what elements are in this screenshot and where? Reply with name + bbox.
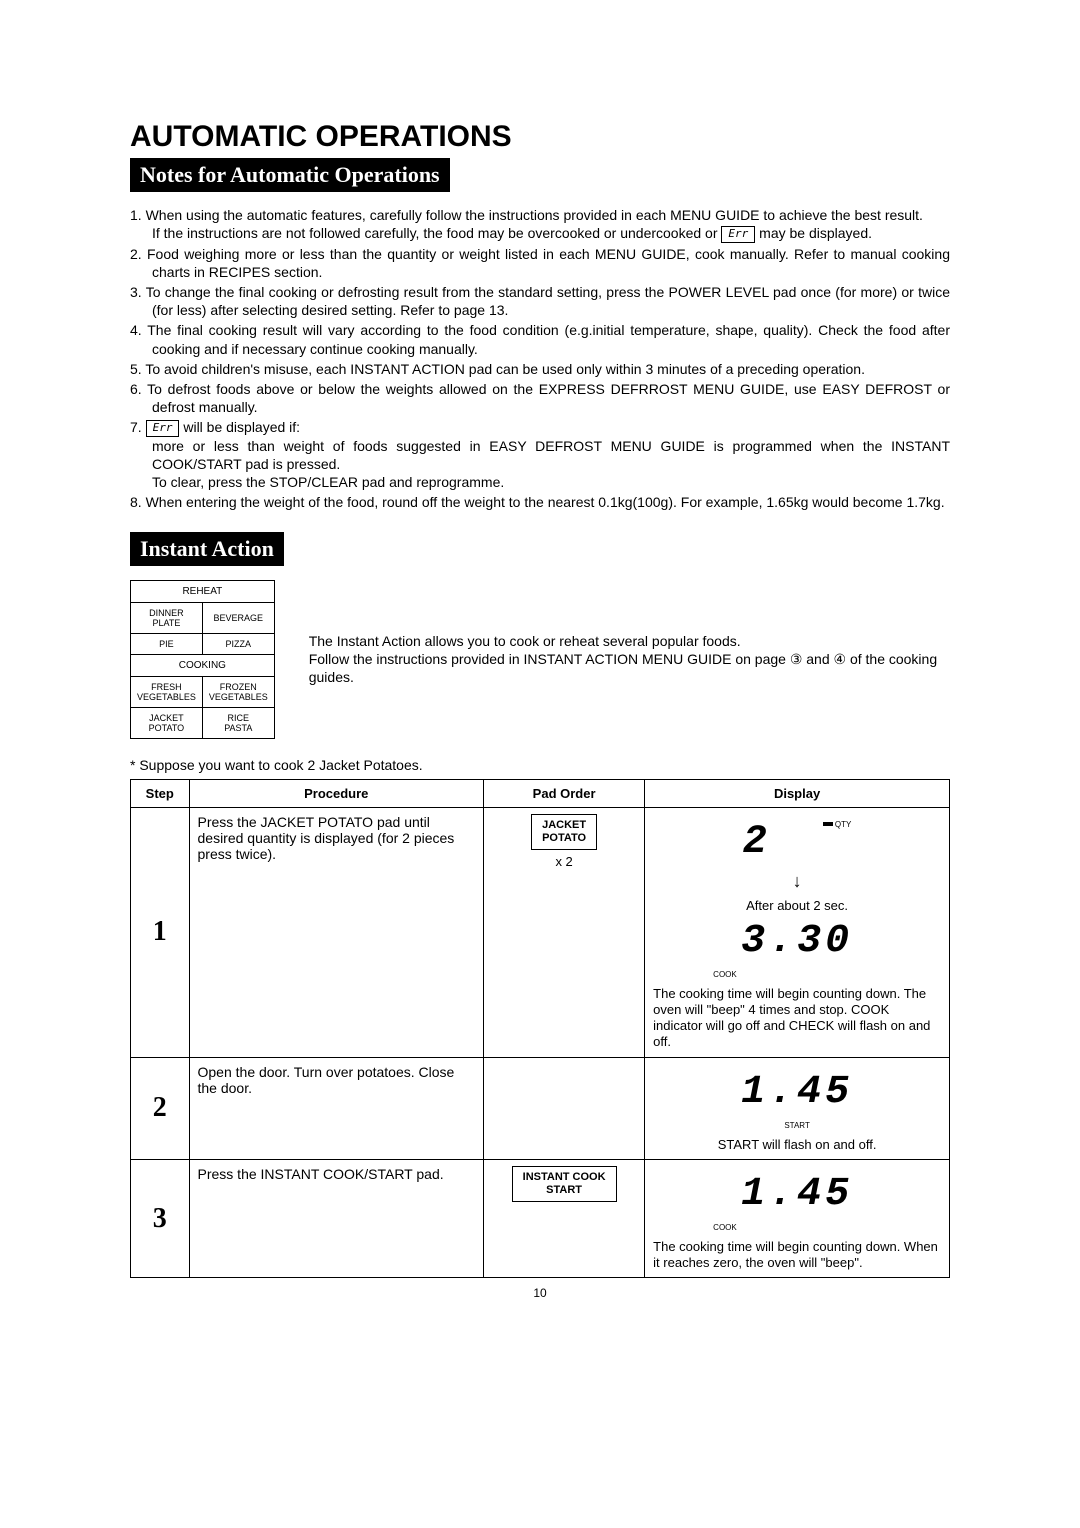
display-value-145b: 1.45 <box>741 1172 853 1217</box>
page-number: 10 <box>130 1286 950 1300</box>
note-7: 7. Err will be displayed if: more or les… <box>130 418 950 491</box>
arrow-down-icon: ↓ <box>653 871 941 892</box>
note-7-post: will be displayed if: <box>179 419 300 435</box>
th-step: Step <box>131 779 190 807</box>
step-1-proc: Press the JACKET POTATO pad until desire… <box>189 807 484 1057</box>
step-1-num: 1 <box>131 807 190 1057</box>
instant-description: The Instant Action allows you to cook or… <box>309 632 950 687</box>
step-2-num: 2 <box>131 1057 190 1159</box>
jacket-potato-pad[interactable]: JACKET POTATO <box>531 814 597 850</box>
note-8: 8. When entering the weight of the food,… <box>130 493 950 511</box>
note-1: 1. When using the automatic features, ca… <box>130 206 950 243</box>
panel-beverage[interactable]: BEVERAGE <box>202 602 274 633</box>
panel-cooking: COOKING <box>131 654 275 676</box>
step-3-proc: Press the INSTANT COOK/START pad. <box>189 1159 484 1278</box>
th-procedure: Procedure <box>189 779 484 807</box>
th-display: Display <box>645 779 950 807</box>
panel-fresh-veg[interactable]: FRESH VEGETABLES <box>131 676 203 707</box>
cook-indicator-2: COOK <box>713 1223 737 1232</box>
note-7-pre: 7. <box>130 419 146 435</box>
note-5: 5. To avoid children's misuse, each INST… <box>130 360 950 378</box>
step-3-num: 3 <box>131 1159 190 1278</box>
instant-text-2: Follow the instructions provided in INST… <box>309 650 950 686</box>
section-instant-header: Instant Action <box>130 532 284 566</box>
step-3-desc: The cooking time will begin counting dow… <box>653 1239 941 1272</box>
step-1-desc: The cooking time will begin counting dow… <box>653 986 941 1051</box>
procedure-table: Step Procedure Pad Order Display 1 Press… <box>130 779 950 1279</box>
note-1-text: 1. When using the automatic features, ca… <box>130 207 923 223</box>
instant-text-1: The Instant Action allows you to cook or… <box>309 632 950 650</box>
instant-cook-start-pad[interactable]: INSTANT COOK START <box>512 1166 617 1202</box>
note-3: 3. To change the final cooking or defros… <box>130 283 950 319</box>
instant-action-panel: REHEAT DINNER PLATE BEVERAGE PIE PIZZA C… <box>130 580 275 739</box>
table-row: 3 Press the INSTANT COOK/START pad. INST… <box>131 1159 950 1278</box>
panel-pizza[interactable]: PIZZA <box>202 633 274 654</box>
panel-jacket-potato[interactable]: JACKET POTATO <box>131 707 203 738</box>
page-title: AUTOMATIC OPERATIONS <box>130 120 950 154</box>
panel-frozen-veg[interactable]: FROZEN VEGETABLES <box>202 676 274 707</box>
step-1-pad: JACKET POTATO x 2 <box>484 807 645 1057</box>
start-indicator: START <box>784 1121 809 1130</box>
note-2: 2. Food weighing more or less than the q… <box>130 245 950 281</box>
step-2-display: 1.45 START START will flash on and off. <box>645 1057 950 1159</box>
section-notes-header: Notes for Automatic Operations <box>130 158 450 192</box>
panel-pie[interactable]: PIE <box>131 633 203 654</box>
step-3-pad: INSTANT COOK START <box>484 1159 645 1278</box>
after-2-sec: After about 2 sec. <box>653 898 941 913</box>
cook-indicator: COOK <box>713 970 737 979</box>
pad-qty: x 2 <box>492 854 636 869</box>
table-row: 2 Open the door. Turn over potatoes. Clo… <box>131 1057 950 1159</box>
display-value-2: 2 <box>743 820 771 865</box>
note-1b-post: may be displayed. <box>755 225 872 241</box>
note-7c: To clear, press the STOP/CLEAR pad and r… <box>152 474 504 490</box>
err-indicator: Err <box>721 226 755 242</box>
panel-rice-pasta[interactable]: RICE PASTA <box>202 707 274 738</box>
display-value-145a: 1.45 <box>741 1070 853 1115</box>
panel-reheat: REHEAT <box>131 580 275 602</box>
notes-list: 1. When using the automatic features, ca… <box>130 206 950 512</box>
note-1b-pre: If the instructions are not followed car… <box>152 225 721 241</box>
step-3-display: 1.45 COOK The cooking time will begin co… <box>645 1159 950 1278</box>
display-value-330: 3.30 <box>741 919 853 964</box>
qty-indicator: QTY <box>823 820 852 829</box>
step-2-proc: Open the door. Turn over potatoes. Close… <box>189 1057 484 1159</box>
step-1-display: 2 QTY ↓ After about 2 sec. 3.30 COOK The… <box>645 807 950 1057</box>
note-4: 4. The final cooking result will vary ac… <box>130 321 950 357</box>
th-pad-order: Pad Order <box>484 779 645 807</box>
panel-dinner[interactable]: DINNER PLATE <box>131 602 203 633</box>
step-2-desc: START will flash on and off. <box>653 1137 941 1153</box>
err-indicator-2: Err <box>146 420 180 436</box>
suppose-text: * Suppose you want to cook 2 Jacket Pota… <box>130 757 950 773</box>
table-row: 1 Press the JACKET POTATO pad until desi… <box>131 807 950 1057</box>
step-2-pad <box>484 1057 645 1159</box>
note-7b: more or less than weight of foods sugges… <box>152 438 950 472</box>
note-6: 6. To defrost foods above or below the w… <box>130 380 950 416</box>
